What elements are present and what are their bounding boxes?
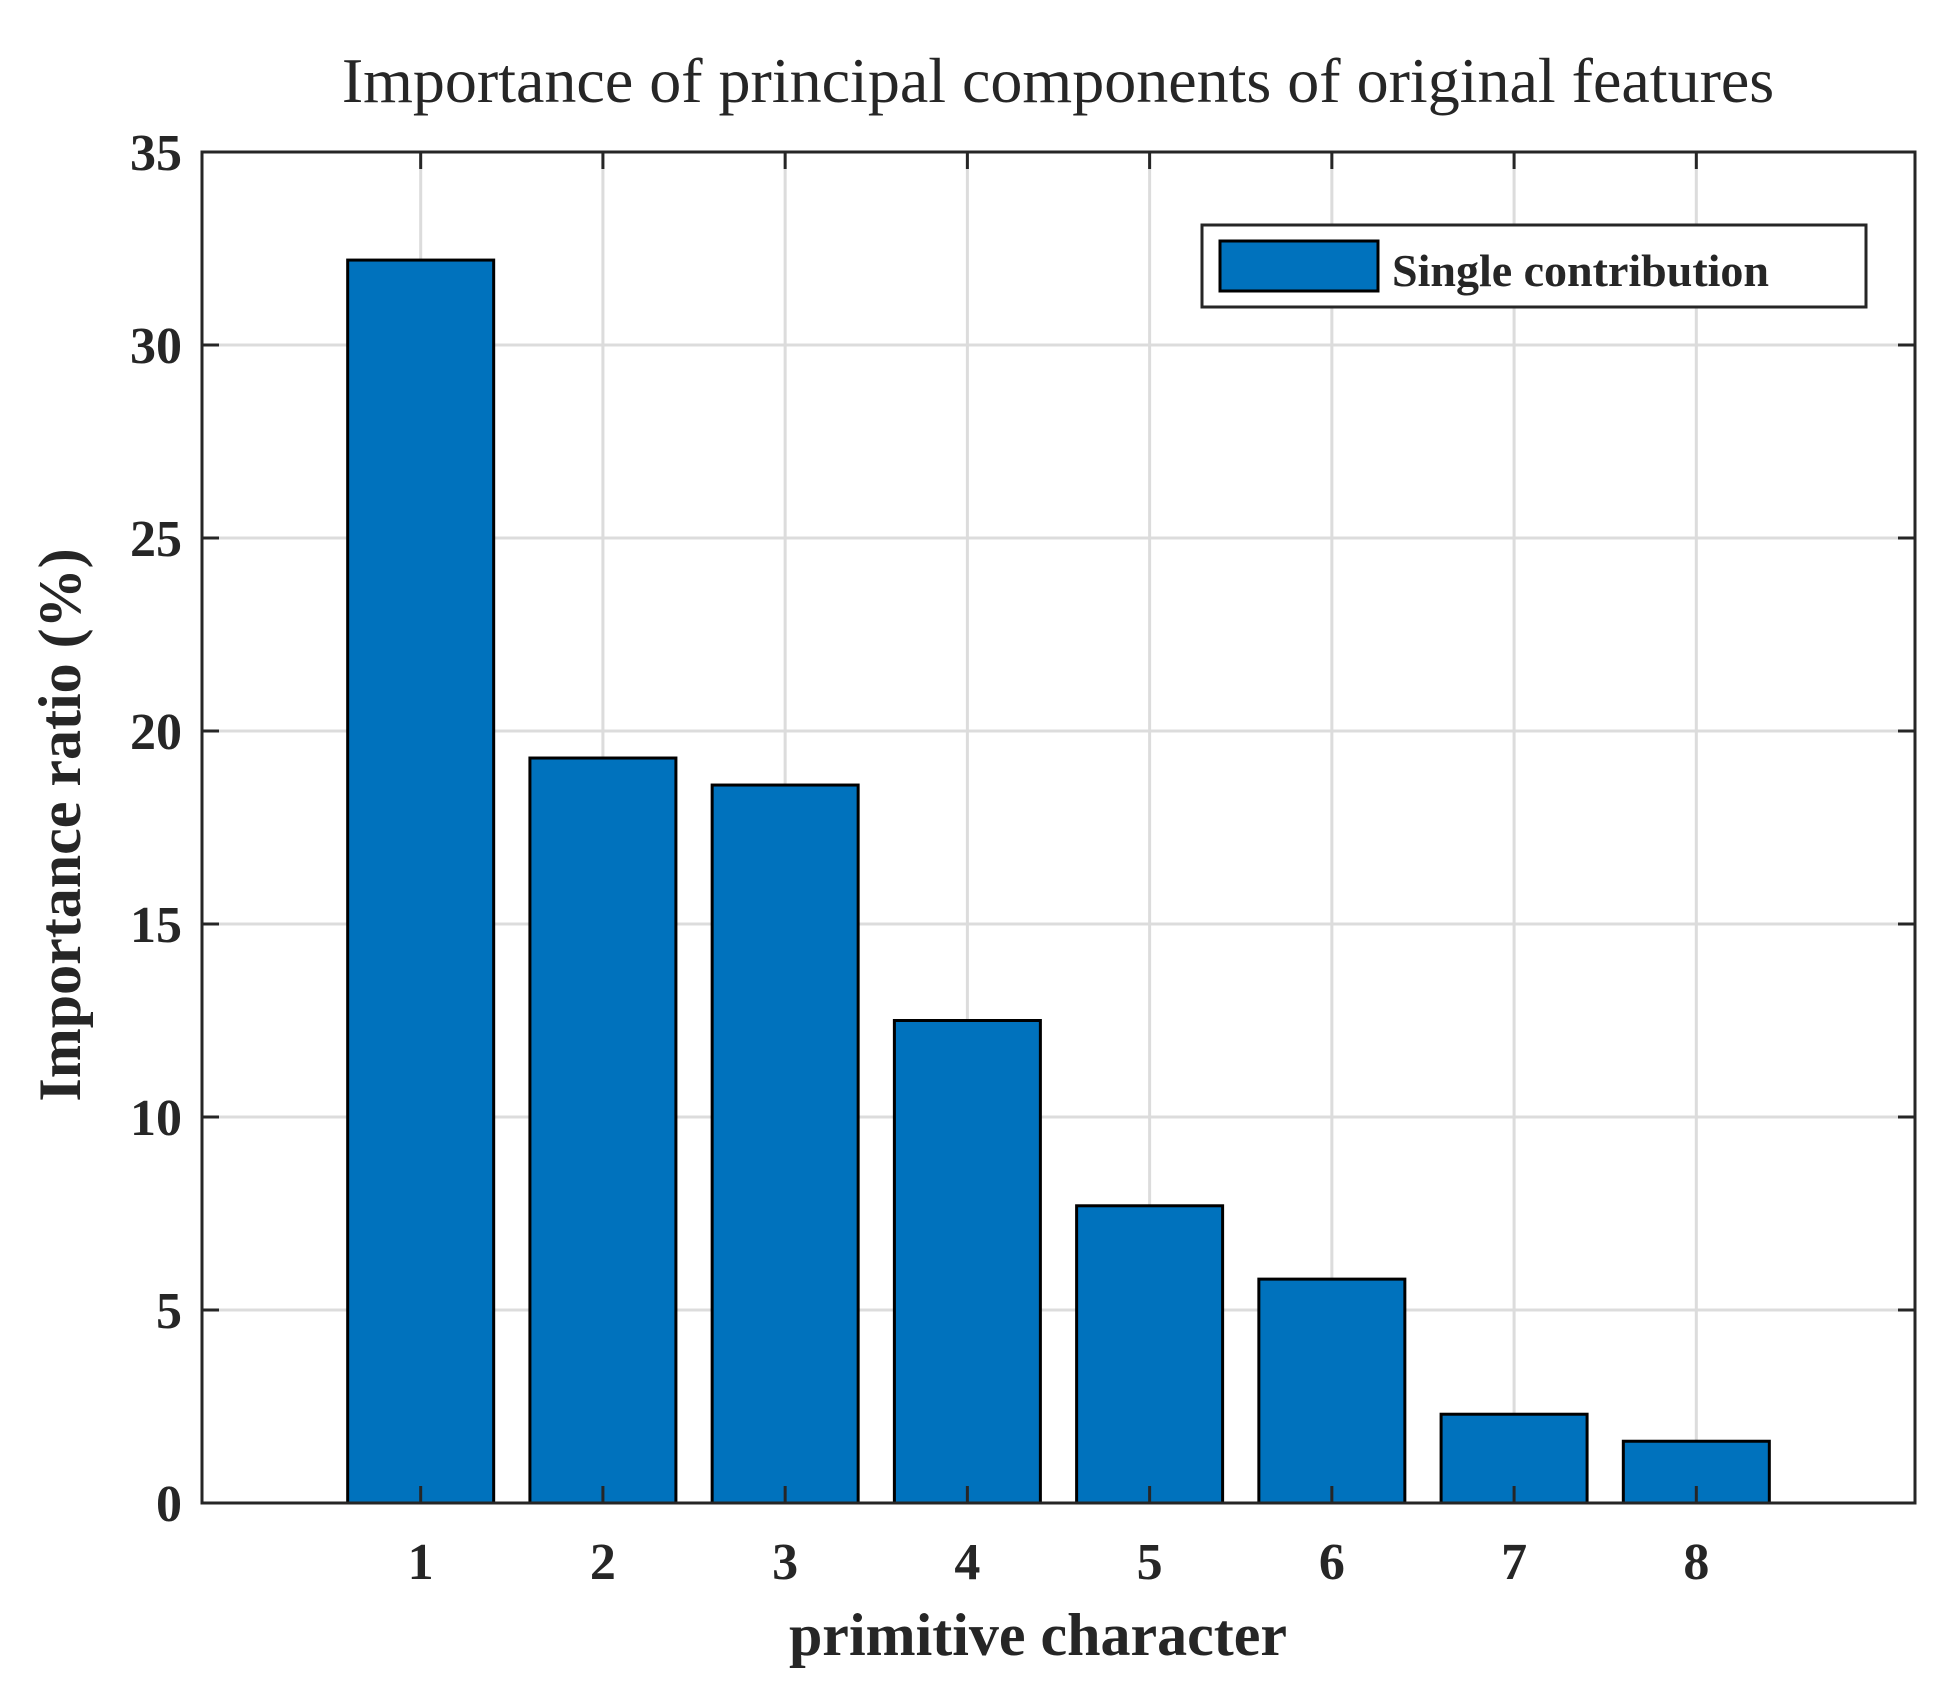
x-tick-label-6: 6 bbox=[1319, 1534, 1345, 1591]
bar-6 bbox=[1257, 1277, 1407, 1505]
y-tick-label-7: 35 bbox=[130, 125, 182, 182]
y-tick-label-3: 15 bbox=[130, 897, 182, 954]
y-tick-label-4: 20 bbox=[130, 704, 182, 761]
x-tick-label-3: 3 bbox=[772, 1534, 798, 1591]
bar-1 bbox=[346, 258, 496, 1505]
axes bbox=[200, 150, 1917, 1505]
bars bbox=[346, 258, 1771, 1505]
y-axis-label: Importance ratio (%) bbox=[27, 548, 93, 1101]
x-tick-label-8: 8 bbox=[1683, 1534, 1709, 1591]
y-tick-label-5: 25 bbox=[130, 511, 182, 568]
y-tick-label-1: 5 bbox=[156, 1283, 182, 1340]
legend-label: Single contribution bbox=[1392, 245, 1769, 296]
y-tick-label-2: 10 bbox=[130, 1090, 182, 1147]
y-tick-label-0: 0 bbox=[156, 1476, 182, 1533]
x-tick-label-4: 4 bbox=[954, 1534, 980, 1591]
x-tick-label-2: 2 bbox=[590, 1534, 616, 1591]
x-tick-label-7: 7 bbox=[1501, 1534, 1527, 1591]
bar-2 bbox=[528, 756, 678, 1505]
bar-4 bbox=[892, 1019, 1042, 1505]
bar-5 bbox=[1075, 1204, 1225, 1505]
x-axis-label: primitive character bbox=[789, 1602, 1287, 1668]
tick-labels: 0 5 10 15 20 25 30 35 1 2 3 4 5 6 7 8 bbox=[130, 125, 1709, 1591]
legend: Single contribution bbox=[1200, 223, 1868, 309]
y-tick-label-6: 30 bbox=[130, 318, 182, 375]
x-tick-label-5: 5 bbox=[1137, 1534, 1163, 1591]
chart-title: Importance of principal components of or… bbox=[342, 45, 1774, 116]
x-tick-label-1: 1 bbox=[408, 1534, 434, 1591]
legend-swatch bbox=[1218, 239, 1380, 293]
bar-3 bbox=[710, 783, 860, 1505]
axes-box bbox=[200, 150, 1917, 1505]
